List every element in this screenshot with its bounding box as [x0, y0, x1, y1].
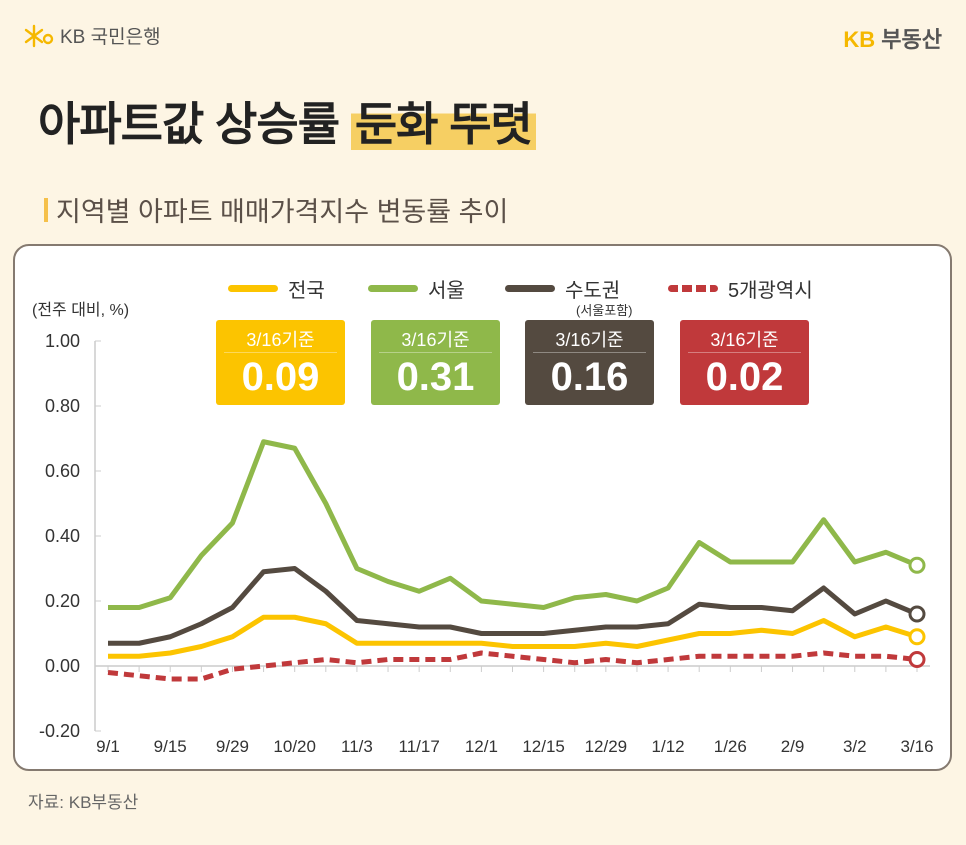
legend-swatch: [505, 285, 555, 292]
legend-label: 전국: [288, 280, 325, 302]
badge-value: 0.31: [396, 355, 475, 399]
legend-item-capital-area: 수도권: [505, 274, 620, 303]
legend-swatch: [228, 285, 278, 292]
x-tick-label: 3/16: [900, 737, 933, 756]
x-tick-label: 1/26: [714, 737, 747, 756]
y-tick-label: 0.40: [45, 526, 80, 546]
series-end-marker: [908, 651, 926, 668]
kb-real-estate-logo: KB 부동산: [843, 22, 942, 54]
kb-kookmin-bank-logo: KB 국민은행: [24, 22, 161, 49]
y-tick-label: 1.00: [45, 331, 80, 351]
bank-name: KB 국민은행: [60, 27, 161, 48]
y-tick-label: 0.80: [45, 396, 80, 416]
x-tick-label: 11/17: [399, 737, 440, 756]
legend-note: (서울포함): [576, 303, 633, 318]
x-tick-label: 9/29: [216, 737, 249, 756]
badge-date: 3/16기준: [379, 320, 492, 353]
title-highlight: 둔화 뚜렷: [350, 98, 536, 150]
badge-capital-area: 3/16기준 0.16: [525, 320, 654, 405]
badge-value: 0.02: [705, 355, 784, 399]
legend-item-national: 전국: [228, 274, 325, 303]
y-tick-label: -0.20: [39, 721, 80, 741]
badge-value: 0.16: [550, 355, 629, 399]
badge-date: 3/16기준: [533, 320, 646, 353]
x-tick-label: 9/15: [154, 737, 187, 756]
series-line-5개광역시: [107, 650, 918, 682]
y-tick-label: 0.60: [45, 461, 80, 481]
subtitle-text: 지역별 아파트 매매가격지수 변동률 추이: [56, 197, 509, 227]
series-line-수도권: [108, 566, 918, 646]
legend-swatch: [368, 285, 418, 292]
legend-item-5-metro: 5개광역시: [668, 274, 813, 303]
y-axis-label: (전주 대비, %): [32, 301, 129, 319]
x-tick-label: 12/15: [522, 737, 565, 756]
legend-label: 수도권: [565, 280, 621, 302]
y-tick-label: 0.00: [45, 656, 80, 676]
legend-item-seoul: 서울: [368, 274, 465, 303]
badge-seoul: 3/16기준 0.31: [371, 320, 500, 405]
series-line-전국: [108, 614, 918, 659]
badge-value: 0.09: [241, 355, 320, 399]
brand-name: 부동산: [881, 27, 942, 52]
badge-date: 3/16기준: [688, 320, 801, 353]
legend-label: 5개광역시: [728, 280, 813, 302]
badge-national: 3/16기준 0.09: [216, 320, 345, 405]
x-tick-label: 2/9: [781, 737, 805, 756]
badge-date: 3/16기준: [224, 320, 337, 353]
kb-mark: KB: [843, 27, 876, 52]
x-tick-label: 12/1: [465, 737, 498, 756]
chart-subtitle: 지역별 아파트 매매가격지수 변동률 추이: [44, 190, 508, 229]
legend-swatch: [668, 285, 718, 292]
x-tick-label: 12/29: [585, 737, 628, 756]
x-tick-label: 3/2: [843, 737, 867, 756]
kb-star-icon: [24, 24, 54, 47]
series-end-marker: [908, 556, 926, 574]
badge-5-metro: 3/16기준 0.02: [680, 320, 809, 405]
series-line-서울: [108, 439, 918, 610]
series-end-marker: [908, 628, 926, 646]
title-main: 아파트값 상승률: [38, 98, 340, 150]
y-tick-label: 0.20: [45, 591, 80, 611]
page-title: 아파트값 상승률 둔화 뚜렷: [38, 88, 536, 154]
source-note: 자료: KB부동산: [28, 793, 139, 812]
legend-label: 서울: [428, 280, 465, 302]
x-tick-label: 9/1: [96, 737, 120, 756]
x-tick-label: 10/20: [273, 737, 316, 756]
x-tick-label: 11/3: [341, 737, 373, 756]
series-end-marker: [908, 605, 926, 623]
subtitle-accent-bar: [44, 197, 48, 222]
x-tick-label: 1/12: [652, 737, 685, 756]
